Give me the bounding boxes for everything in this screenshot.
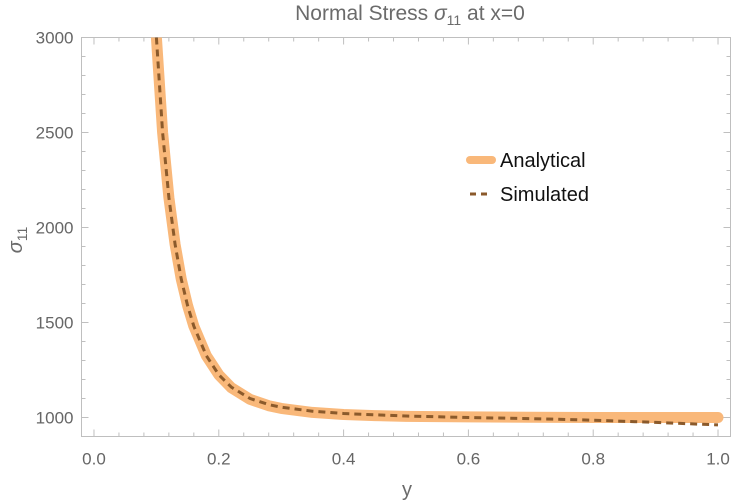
x-tick-label: 0.6	[457, 450, 481, 469]
plot-frame	[81, 37, 731, 437]
y-axis-label-sub: 11	[14, 226, 30, 241]
y-tick-label: 1000	[36, 409, 74, 428]
legend: Analytical Simulated	[466, 150, 589, 206]
x-tick-label: 0.4	[332, 450, 356, 469]
legend-simulated-label: Simulated	[500, 184, 589, 206]
series-line-analytical	[150, 37, 724, 423]
x-tick-label: 0.0	[82, 450, 106, 469]
chart-title: Normal Stress σ11 at x=0	[295, 2, 525, 28]
y-tick-label: 3000	[36, 29, 74, 48]
x-tick-label: 0.2	[207, 450, 231, 469]
x-tick-label: 1.0	[706, 450, 730, 469]
series-layer	[150, 37, 724, 427]
y-axis-label-symbol: σ	[5, 240, 27, 253]
y-tick-label: 1500	[36, 314, 74, 333]
chart-title-main: Normal Stress	[295, 2, 434, 25]
chart-title-sub: 11	[447, 12, 462, 28]
legend-analytical-label: Analytical	[500, 150, 586, 172]
axis-tick-labels: 0.0 0.2 0.4 0.6 0.8 1.0 1000 1500 2000 2500 3000	[36, 29, 730, 469]
y-axis-label: σ11	[5, 226, 30, 253]
x-tick-label: 0.8	[581, 450, 605, 469]
chart-title-tail: at x=0	[461, 2, 525, 25]
chart-title-symbol: σ	[434, 2, 448, 25]
y-tick-label: 2500	[36, 124, 74, 143]
series-line-simulated	[154, 37, 719, 427]
axis-ticks	[81, 37, 731, 437]
x-axis-label: y	[402, 479, 412, 501]
y-tick-label: 2000	[36, 219, 74, 238]
